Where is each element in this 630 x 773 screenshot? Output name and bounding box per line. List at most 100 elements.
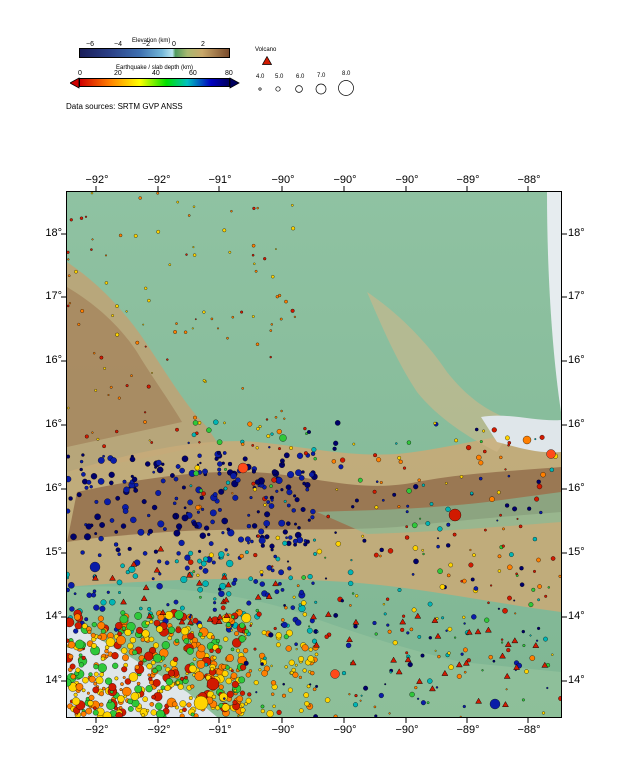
- earthquake-marker: [283, 604, 286, 607]
- earthquake-marker: [271, 469, 278, 475]
- earthquake-marker: [292, 538, 298, 544]
- earthquake-marker: [340, 599, 344, 603]
- earthquake-marker: [114, 676, 119, 681]
- earthquake-marker: [271, 275, 275, 279]
- right-latitude-label: 18°: [568, 227, 585, 239]
- earthquake-marker: [383, 612, 387, 616]
- earthquake-marker: [271, 565, 274, 568]
- earthquake-marker: [129, 456, 136, 463]
- earthquake-marker: [91, 643, 97, 649]
- volcano-marker: [434, 632, 442, 639]
- earthquake-marker: [313, 538, 316, 542]
- earthquake-marker: [152, 668, 158, 674]
- earthquake-marker: [197, 421, 202, 425]
- earthquake-marker: [529, 634, 532, 637]
- earthquake-marker: [352, 442, 356, 446]
- earthquake-marker: [315, 684, 319, 688]
- earthquake-marker: [385, 597, 390, 601]
- earthquake-marker: [297, 526, 301, 530]
- earthquake-marker: [522, 644, 526, 647]
- earthquake-marker: [236, 648, 240, 653]
- earthquake-marker: [447, 651, 451, 655]
- earthquake-marker: [164, 611, 174, 620]
- earthquake-marker: [298, 656, 304, 662]
- volcano-marker: [465, 628, 473, 635]
- earthquake-marker: [122, 676, 126, 679]
- earthquake-marker: [507, 443, 510, 447]
- earthquake-marker: [155, 702, 163, 710]
- earthquake-marker: [463, 670, 467, 674]
- earthquake-marker: [98, 535, 104, 542]
- earthquake-marker: [209, 648, 214, 653]
- earthquake-marker: [133, 488, 139, 493]
- earthquake-marker: [203, 556, 209, 562]
- earthquake-marker: [436, 544, 440, 549]
- earthquake-marker: [141, 713, 145, 717]
- earthquake-marker: [202, 468, 208, 475]
- earthquake-marker: [256, 427, 260, 431]
- right-latitude-label: 16°: [568, 482, 585, 494]
- earthquake-marker: [232, 638, 242, 648]
- earthquake-marker: [240, 707, 246, 713]
- earthquake-marker: [251, 444, 255, 447]
- earthquake-marker: [409, 691, 415, 698]
- earthquake-marker: [288, 575, 293, 581]
- earthquake-marker: [180, 627, 189, 636]
- earthquake-marker: [463, 647, 468, 653]
- earthquake-marker: [127, 546, 132, 551]
- earthquake-marker: [196, 463, 200, 466]
- earthquake-marker: [268, 632, 274, 638]
- earthquake-marker: [437, 654, 441, 659]
- earthquake-marker: [282, 682, 285, 686]
- earthquake-marker: [86, 592, 92, 598]
- earthquake-marker: [188, 559, 194, 565]
- earthquake-marker: [163, 664, 167, 668]
- earthquake-marker: [136, 626, 144, 634]
- earthquake-marker: [381, 498, 385, 502]
- earthquake-marker: [251, 469, 256, 474]
- earthquake-marker: [89, 561, 101, 573]
- earthquake-marker: [255, 342, 260, 346]
- earthquake-marker: [156, 192, 160, 195]
- earthquake-marker: [260, 662, 264, 666]
- earthquake-marker: [324, 556, 327, 559]
- bottom-longitude-label: −90°: [395, 724, 419, 736]
- earthquake-marker: [218, 587, 222, 591]
- earthquake-marker: [280, 409, 283, 413]
- earthquake-marker: [79, 216, 84, 220]
- earthquake-marker: [294, 522, 297, 526]
- earthquake-marker: [99, 605, 106, 612]
- volcano-marker: [140, 595, 148, 601]
- earthquake-marker: [68, 302, 71, 305]
- earthquake-marker: [305, 432, 308, 435]
- earthquake-marker: [270, 498, 274, 502]
- earthquake-marker: [536, 479, 541, 484]
- earthquake-marker: [425, 521, 431, 526]
- earthquake-marker: [135, 340, 140, 345]
- earthquake-marker: [67, 678, 72, 687]
- earthquake-marker: [326, 514, 330, 519]
- earthquake-marker: [426, 701, 430, 705]
- earthquake-marker: [256, 206, 259, 210]
- earthquake-marker: [130, 516, 137, 524]
- earthquake-marker: [93, 671, 99, 677]
- earthquake-marker: [178, 539, 185, 546]
- earthquake-marker: [507, 441, 512, 445]
- earthquake-marker: [270, 680, 277, 686]
- earthquake-marker: [335, 488, 339, 491]
- earthquake-marker: [185, 253, 188, 256]
- earthquake-marker: [558, 574, 561, 578]
- earthquake-marker: [161, 462, 165, 466]
- volcano-marker: [153, 566, 161, 573]
- earthquake-marker: [338, 464, 344, 470]
- earthquake-marker: [531, 587, 536, 592]
- caribbean-east: [547, 192, 561, 412]
- earthquake-marker: [67, 571, 70, 578]
- volcano-marker: [254, 593, 262, 600]
- earthquake-marker: [179, 467, 185, 474]
- earthquake-marker: [245, 672, 251, 678]
- earthquake-marker: [187, 441, 190, 445]
- earthquake-marker: [429, 502, 434, 506]
- earthquake-marker: [67, 274, 71, 277]
- earthquake-marker: [264, 511, 271, 518]
